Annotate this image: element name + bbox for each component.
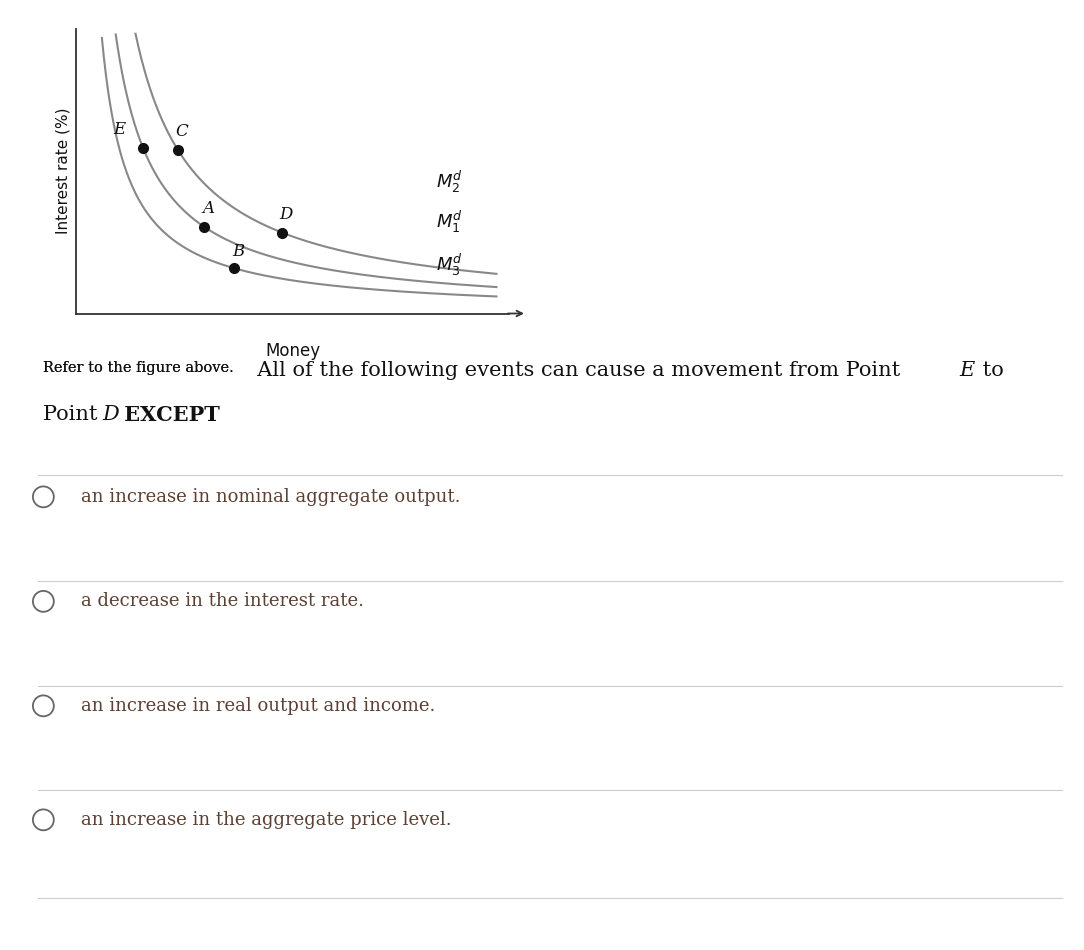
Text: All of the following events can cause a movement from Point: All of the following events can cause a … [244,361,907,380]
Text: Refer to the figure above.: Refer to the figure above. [43,361,234,375]
Text: Money: Money [266,342,320,360]
Text: $M_1^d$: $M_1^d$ [436,209,463,236]
Text: Point: Point [43,405,104,424]
Text: an increase in the aggregate price level.: an increase in the aggregate price level… [81,811,452,828]
Text: a decrease in the interest rate.: a decrease in the interest rate. [81,593,364,610]
Text: an increase in real output and income.: an increase in real output and income. [81,697,436,714]
Text: $M_3^d$: $M_3^d$ [436,252,463,278]
Text: D: D [102,405,118,424]
Text: E: E [959,361,975,380]
Y-axis label: Interest rate (%): Interest rate (%) [55,107,70,235]
Text: to: to [976,361,1004,380]
Text: A: A [202,200,215,217]
Text: C: C [176,123,189,140]
Text: an increase in nominal aggregate output.: an increase in nominal aggregate output. [81,488,461,505]
Text: Refer to the figure above.: Refer to the figure above. [43,361,234,375]
Text: E: E [113,121,126,138]
Text: D: D [280,205,293,222]
Text: B: B [232,242,245,259]
Text: $M_2^d$: $M_2^d$ [436,169,463,196]
Text: EXCEPT: EXCEPT [117,405,220,425]
